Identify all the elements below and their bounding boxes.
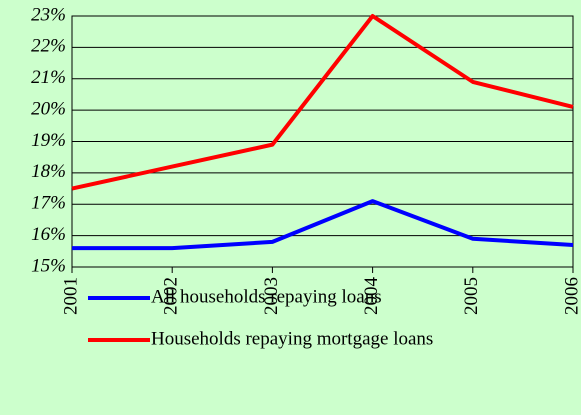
y-tick-label: 15% (31, 255, 66, 276)
x-tick-label: 2006 (561, 277, 581, 315)
y-tick-label: 18% (31, 161, 66, 182)
y-tick-label: 21% (31, 67, 66, 88)
legend-label: Households repaying mortgage loans (151, 328, 433, 349)
x-tick-label: 2005 (461, 277, 482, 315)
series-line (71, 14, 574, 191)
x-tick-label: 2002 (161, 277, 182, 315)
y-tick-label: 22% (31, 36, 66, 57)
x-tick-label: 2004 (361, 277, 382, 316)
series-line (72, 199, 574, 251)
y-tick-label: 20% (31, 98, 66, 119)
y-tick-label: 16% (31, 224, 66, 245)
x-tick-label: 2001 (60, 277, 81, 315)
y-tick-label: 23% (31, 4, 66, 25)
x-tick-label: 2003 (261, 277, 282, 315)
plot-area (71, 15, 574, 268)
legend-label: All households repaying loans (151, 286, 382, 307)
y-tick-label: 17% (31, 193, 66, 214)
y-tick-label: 19% (31, 130, 66, 151)
